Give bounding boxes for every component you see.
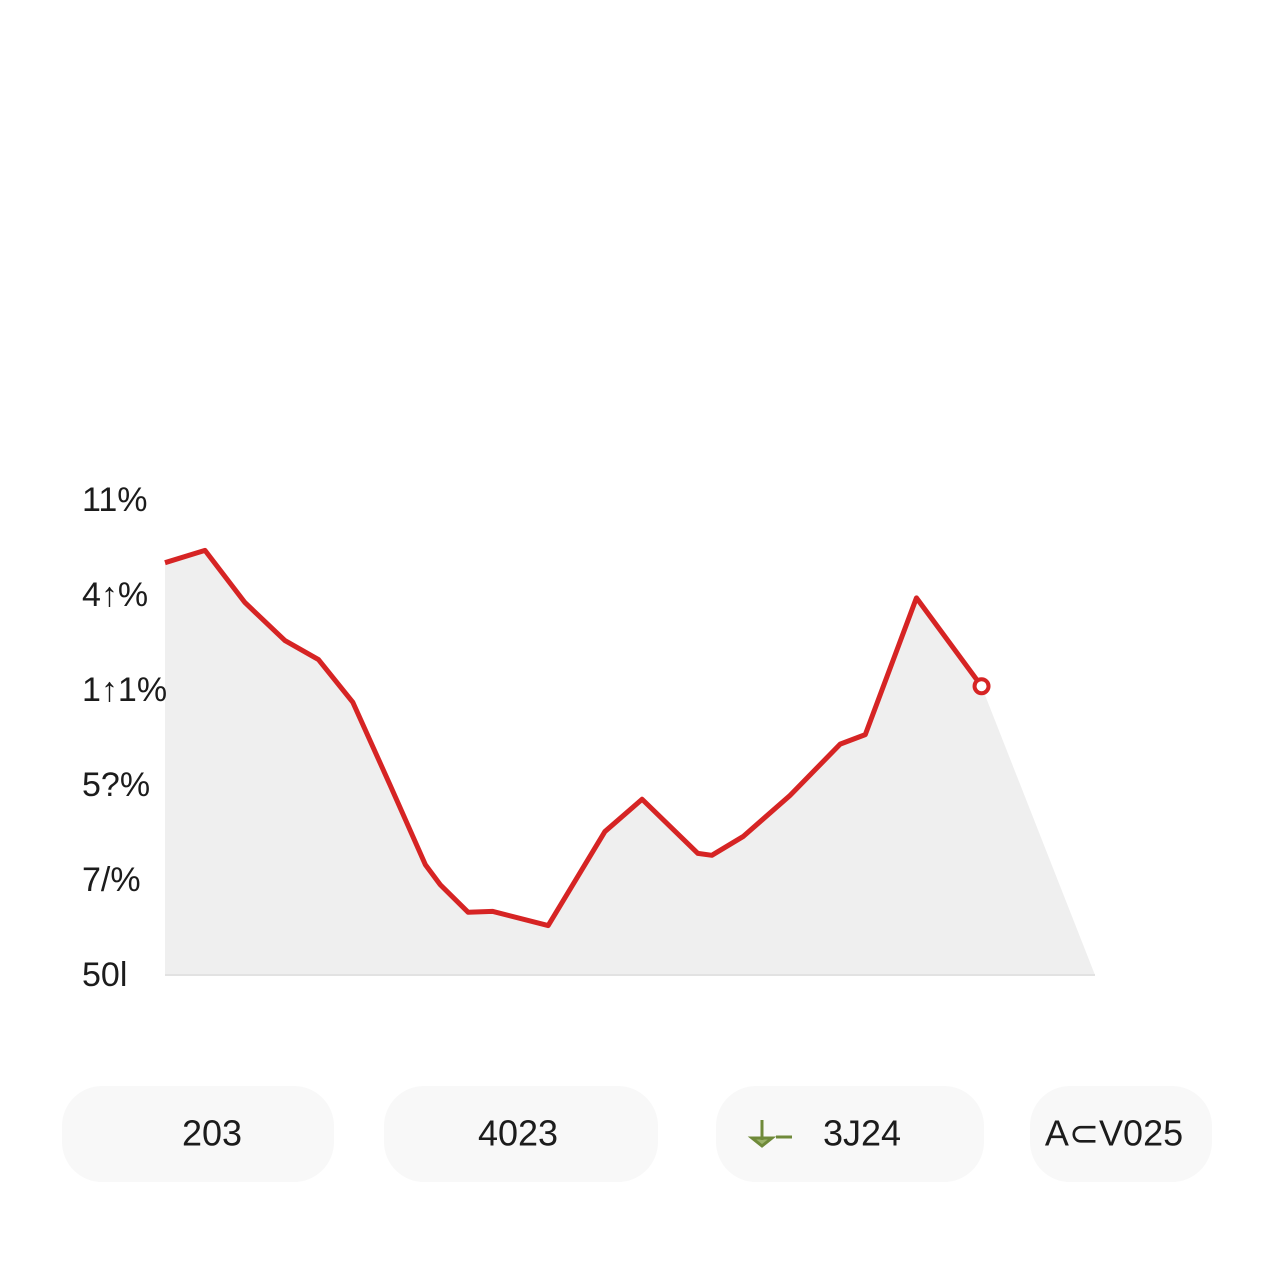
period-pill[interactable]: 4023 xyxy=(384,1086,658,1182)
pill-label: A⊂V025 xyxy=(1045,1113,1183,1154)
y-tick-label: 7/% xyxy=(82,861,141,899)
pill-icon xyxy=(747,1120,792,1148)
pill-label: 4023 xyxy=(478,1113,558,1154)
y-tick-label: 50l xyxy=(82,956,127,994)
line xyxy=(164,547,984,929)
pill-background xyxy=(1030,1086,1212,1182)
pill-background xyxy=(384,1086,658,1182)
pill-background xyxy=(62,1086,334,1182)
pill-background xyxy=(716,1086,984,1182)
y-tick-label: 4↑% xyxy=(82,576,148,614)
area-fill xyxy=(165,550,1095,975)
period-pill[interactable]: 3J24 xyxy=(716,1086,984,1182)
period-pill[interactable]: 203 xyxy=(62,1086,334,1182)
y-tick-label: 5?% xyxy=(82,766,150,804)
pill-label: 203 xyxy=(182,1113,242,1154)
y-tick-label: 11% xyxy=(82,481,148,519)
period-pill[interactable]: A⊂V025 xyxy=(1030,1086,1212,1182)
end-marker xyxy=(972,677,991,696)
pill-label: 3J24 xyxy=(823,1113,901,1154)
y-tick-label: 1↑1% xyxy=(82,671,167,709)
